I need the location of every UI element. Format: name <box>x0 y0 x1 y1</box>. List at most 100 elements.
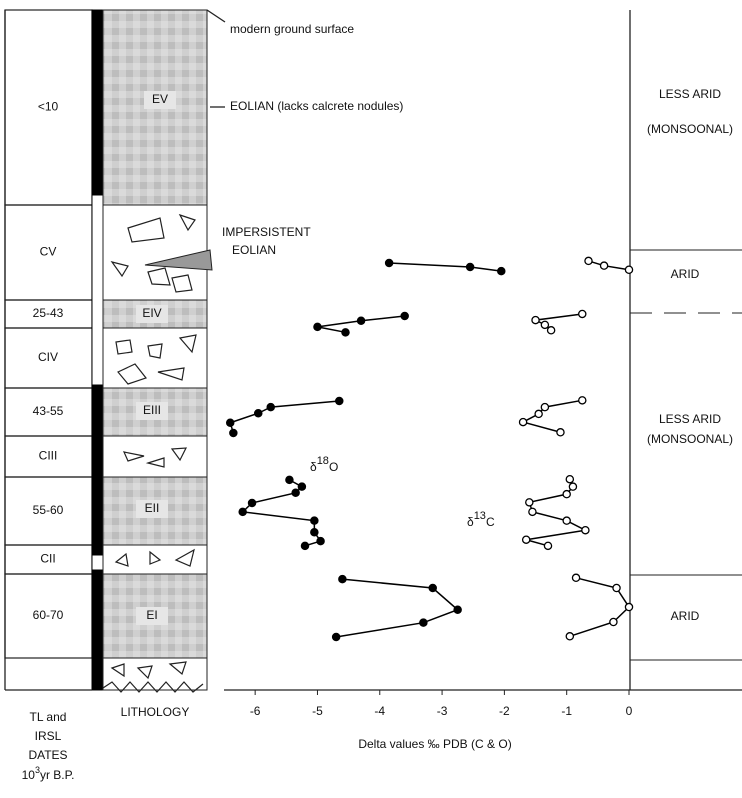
date-label: <10 <box>38 100 59 114</box>
climate-label: ARID <box>671 609 700 623</box>
data-point <box>582 527 589 534</box>
unit-label: EIV <box>142 306 161 320</box>
series-label: δ18O <box>310 455 338 474</box>
data-point <box>230 429 237 436</box>
x-tick-label: 0 <box>626 704 633 718</box>
leader-line <box>207 10 225 22</box>
date-units: 103yr B.P. <box>22 765 75 782</box>
date-units-part: 10 <box>22 768 36 782</box>
data-point <box>292 489 299 496</box>
data-point <box>401 312 408 319</box>
x-axis-title: Delta values ‰ PDB (C & O) <box>358 737 511 751</box>
date-label: CV <box>40 245 57 259</box>
data-point <box>227 419 234 426</box>
x-tick-label: -4 <box>374 704 385 718</box>
data-point <box>563 491 570 498</box>
data-point <box>563 517 570 524</box>
series-label-part: 18 <box>317 455 329 467</box>
annotation: EOLIAN <box>232 243 276 257</box>
series-label-part: O <box>329 460 338 474</box>
data-point <box>566 476 573 483</box>
data-point <box>267 404 274 411</box>
data-point <box>248 499 255 506</box>
data-point <box>557 429 564 436</box>
data-point <box>333 633 340 640</box>
data-point <box>600 262 607 269</box>
annotation: IMPERSISTENT <box>222 225 311 239</box>
x-tick-label: -2 <box>499 704 510 718</box>
data-point <box>255 410 262 417</box>
lithology-label: LITHOLOGY <box>121 705 190 719</box>
chronology-bar <box>92 10 103 195</box>
chart: <10CV25-43CIV43-55CIII55-60CII60-70TL an… <box>0 0 742 798</box>
series-line <box>589 261 630 270</box>
data-point <box>625 603 632 610</box>
data-point <box>544 542 551 549</box>
climate-label: (MONSOONAL) <box>647 122 733 136</box>
data-point <box>572 574 579 581</box>
unit-label: EIII <box>143 403 161 417</box>
climate-label: (MONSOONAL) <box>647 432 733 446</box>
data-point <box>569 483 576 490</box>
series-line <box>389 263 501 271</box>
data-point <box>498 268 505 275</box>
data-point <box>529 508 536 515</box>
x-tick-label: -6 <box>250 704 261 718</box>
data-point <box>526 499 533 506</box>
eolian-lens <box>145 250 212 270</box>
series-line <box>243 480 321 546</box>
data-point <box>239 508 246 515</box>
data-point <box>420 619 427 626</box>
data-point <box>579 310 586 317</box>
series-label-part: 13 <box>474 510 486 522</box>
annotation: EOLIAN (lacks calcrete nodules) <box>230 99 403 113</box>
data-point <box>311 529 318 536</box>
data-point <box>311 517 318 524</box>
date-units-part: yr B.P. <box>40 768 74 782</box>
data-point <box>286 476 293 483</box>
data-point <box>610 618 617 625</box>
data-point <box>386 259 393 266</box>
data-point <box>548 327 555 334</box>
data-point <box>566 633 573 640</box>
data-point <box>301 542 308 549</box>
climate-label: LESS ARID <box>659 87 721 101</box>
x-tick-label: -1 <box>561 704 572 718</box>
data-point <box>519 418 526 425</box>
climate-label: LESS ARID <box>659 412 721 426</box>
chronology-bar <box>92 570 103 690</box>
data-point <box>523 536 530 543</box>
data-point <box>541 321 548 328</box>
data-point <box>541 404 548 411</box>
x-tick-label: -3 <box>437 704 448 718</box>
series-label: δ13C <box>467 510 495 529</box>
x-tick-label: -5 <box>312 704 323 718</box>
annotation: modern ground surface <box>230 22 354 36</box>
unit-label: EII <box>145 501 160 515</box>
data-point <box>613 584 620 591</box>
chronology-bar <box>92 385 103 555</box>
date-label: 55-60 <box>33 503 64 517</box>
date-label: 60-70 <box>33 608 64 622</box>
date-footer: DATES <box>28 748 67 762</box>
data-point <box>314 323 321 330</box>
data-point <box>532 316 539 323</box>
date-label: CII <box>40 552 55 566</box>
date-label: CIV <box>38 350 58 364</box>
data-point <box>454 606 461 613</box>
series-line <box>230 401 339 433</box>
series-label-part: C <box>486 515 495 529</box>
date-footer: IRSL <box>35 729 62 743</box>
data-point <box>585 257 592 264</box>
data-point <box>342 329 349 336</box>
date-label: CIII <box>39 449 58 463</box>
date-footer: TL and <box>30 710 67 724</box>
climate-label: ARID <box>671 267 700 281</box>
date-label: 25-43 <box>33 306 64 320</box>
series-line <box>523 400 582 432</box>
data-point <box>535 410 542 417</box>
chronology-bar <box>92 555 103 570</box>
data-point <box>579 397 586 404</box>
data-point <box>339 576 346 583</box>
series-line <box>336 579 458 637</box>
